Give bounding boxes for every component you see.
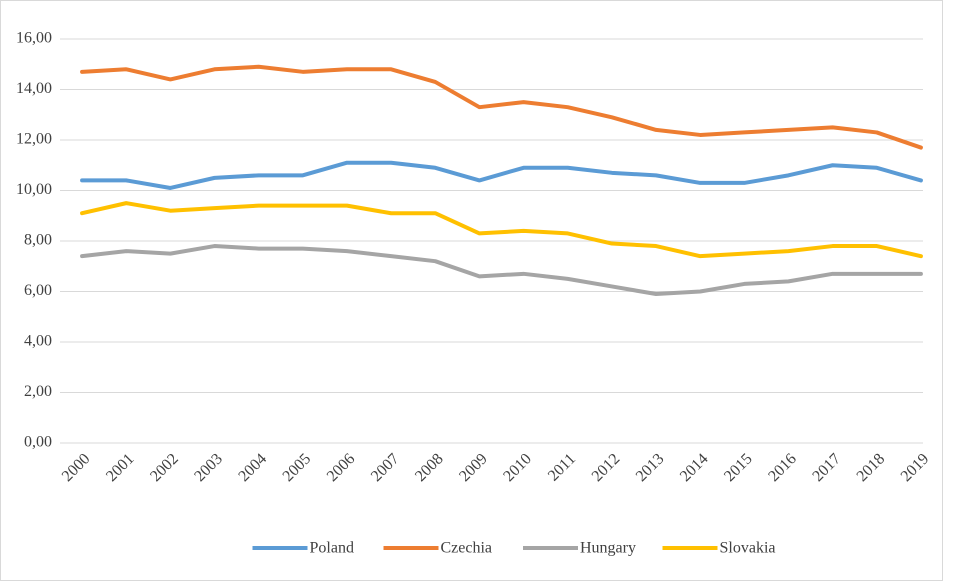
series-line — [80, 64, 923, 150]
y-tick-label: 8,00 — [24, 232, 52, 249]
y-tick-label: 2,00 — [24, 383, 52, 400]
series-line — [80, 160, 923, 190]
y-tick-label: 10,00 — [16, 181, 52, 198]
y-tick-label: 12,00 — [16, 131, 52, 148]
legend-label: Slovakia — [720, 540, 776, 557]
y-tick-label: 14,00 — [16, 80, 52, 97]
chart-border — [0, 0, 943, 581]
y-tick-label: 16,00 — [16, 30, 52, 47]
legend-label: Poland — [310, 540, 354, 557]
y-tick-label: 6,00 — [24, 282, 52, 299]
y-tick-label: 0,00 — [24, 434, 52, 451]
series-line — [80, 201, 923, 259]
y-tick-label: 4,00 — [24, 333, 52, 350]
legend-label: Hungary — [580, 540, 636, 557]
legend-label: Czechia — [441, 540, 493, 557]
series-line — [80, 244, 923, 297]
